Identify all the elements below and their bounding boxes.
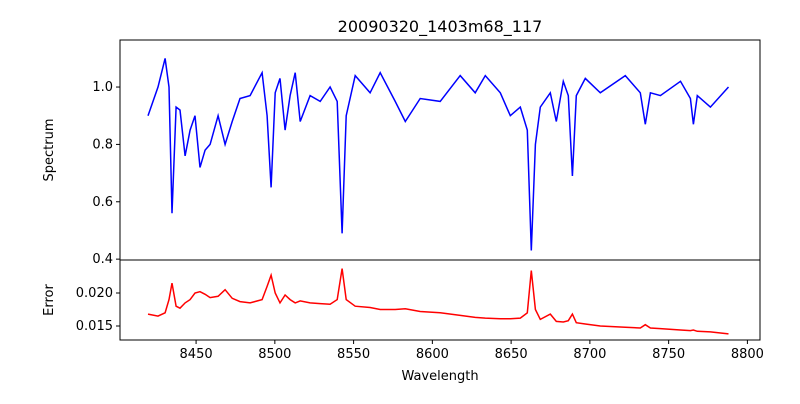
y-axis-label-spectrum: Spectrum bbox=[42, 119, 57, 182]
y-tick-label: 0.020 bbox=[76, 286, 113, 301]
x-tick-label: 8650 bbox=[495, 347, 528, 362]
x-tick-label: 8750 bbox=[652, 347, 685, 362]
x-axis-label: Wavelength bbox=[401, 369, 478, 384]
x-tick-label: 8700 bbox=[573, 347, 606, 362]
y-tick-label: 0.4 bbox=[92, 252, 113, 267]
axes-frame-spectrum bbox=[119, 39, 761, 261]
series-line-error bbox=[147, 268, 729, 335]
axes-frame-error bbox=[119, 259, 761, 341]
x-tick-label: 8550 bbox=[337, 347, 370, 362]
y-axis-label-error: Error bbox=[42, 284, 57, 316]
x-tick-label: 8800 bbox=[731, 347, 764, 362]
y-tick-label: 1.0 bbox=[92, 80, 113, 95]
chart-title: 20090320_1403m68_117 bbox=[338, 17, 543, 37]
x-tick-label: 8500 bbox=[258, 347, 291, 362]
y-tick-label: 0.8 bbox=[92, 137, 113, 152]
y-tick-label: 0.6 bbox=[92, 195, 113, 210]
x-tick-label: 8600 bbox=[416, 347, 449, 362]
y-tick-label: 0.015 bbox=[76, 319, 113, 334]
series-line-spectrum bbox=[147, 58, 730, 251]
x-tick-label: 8450 bbox=[180, 347, 213, 362]
